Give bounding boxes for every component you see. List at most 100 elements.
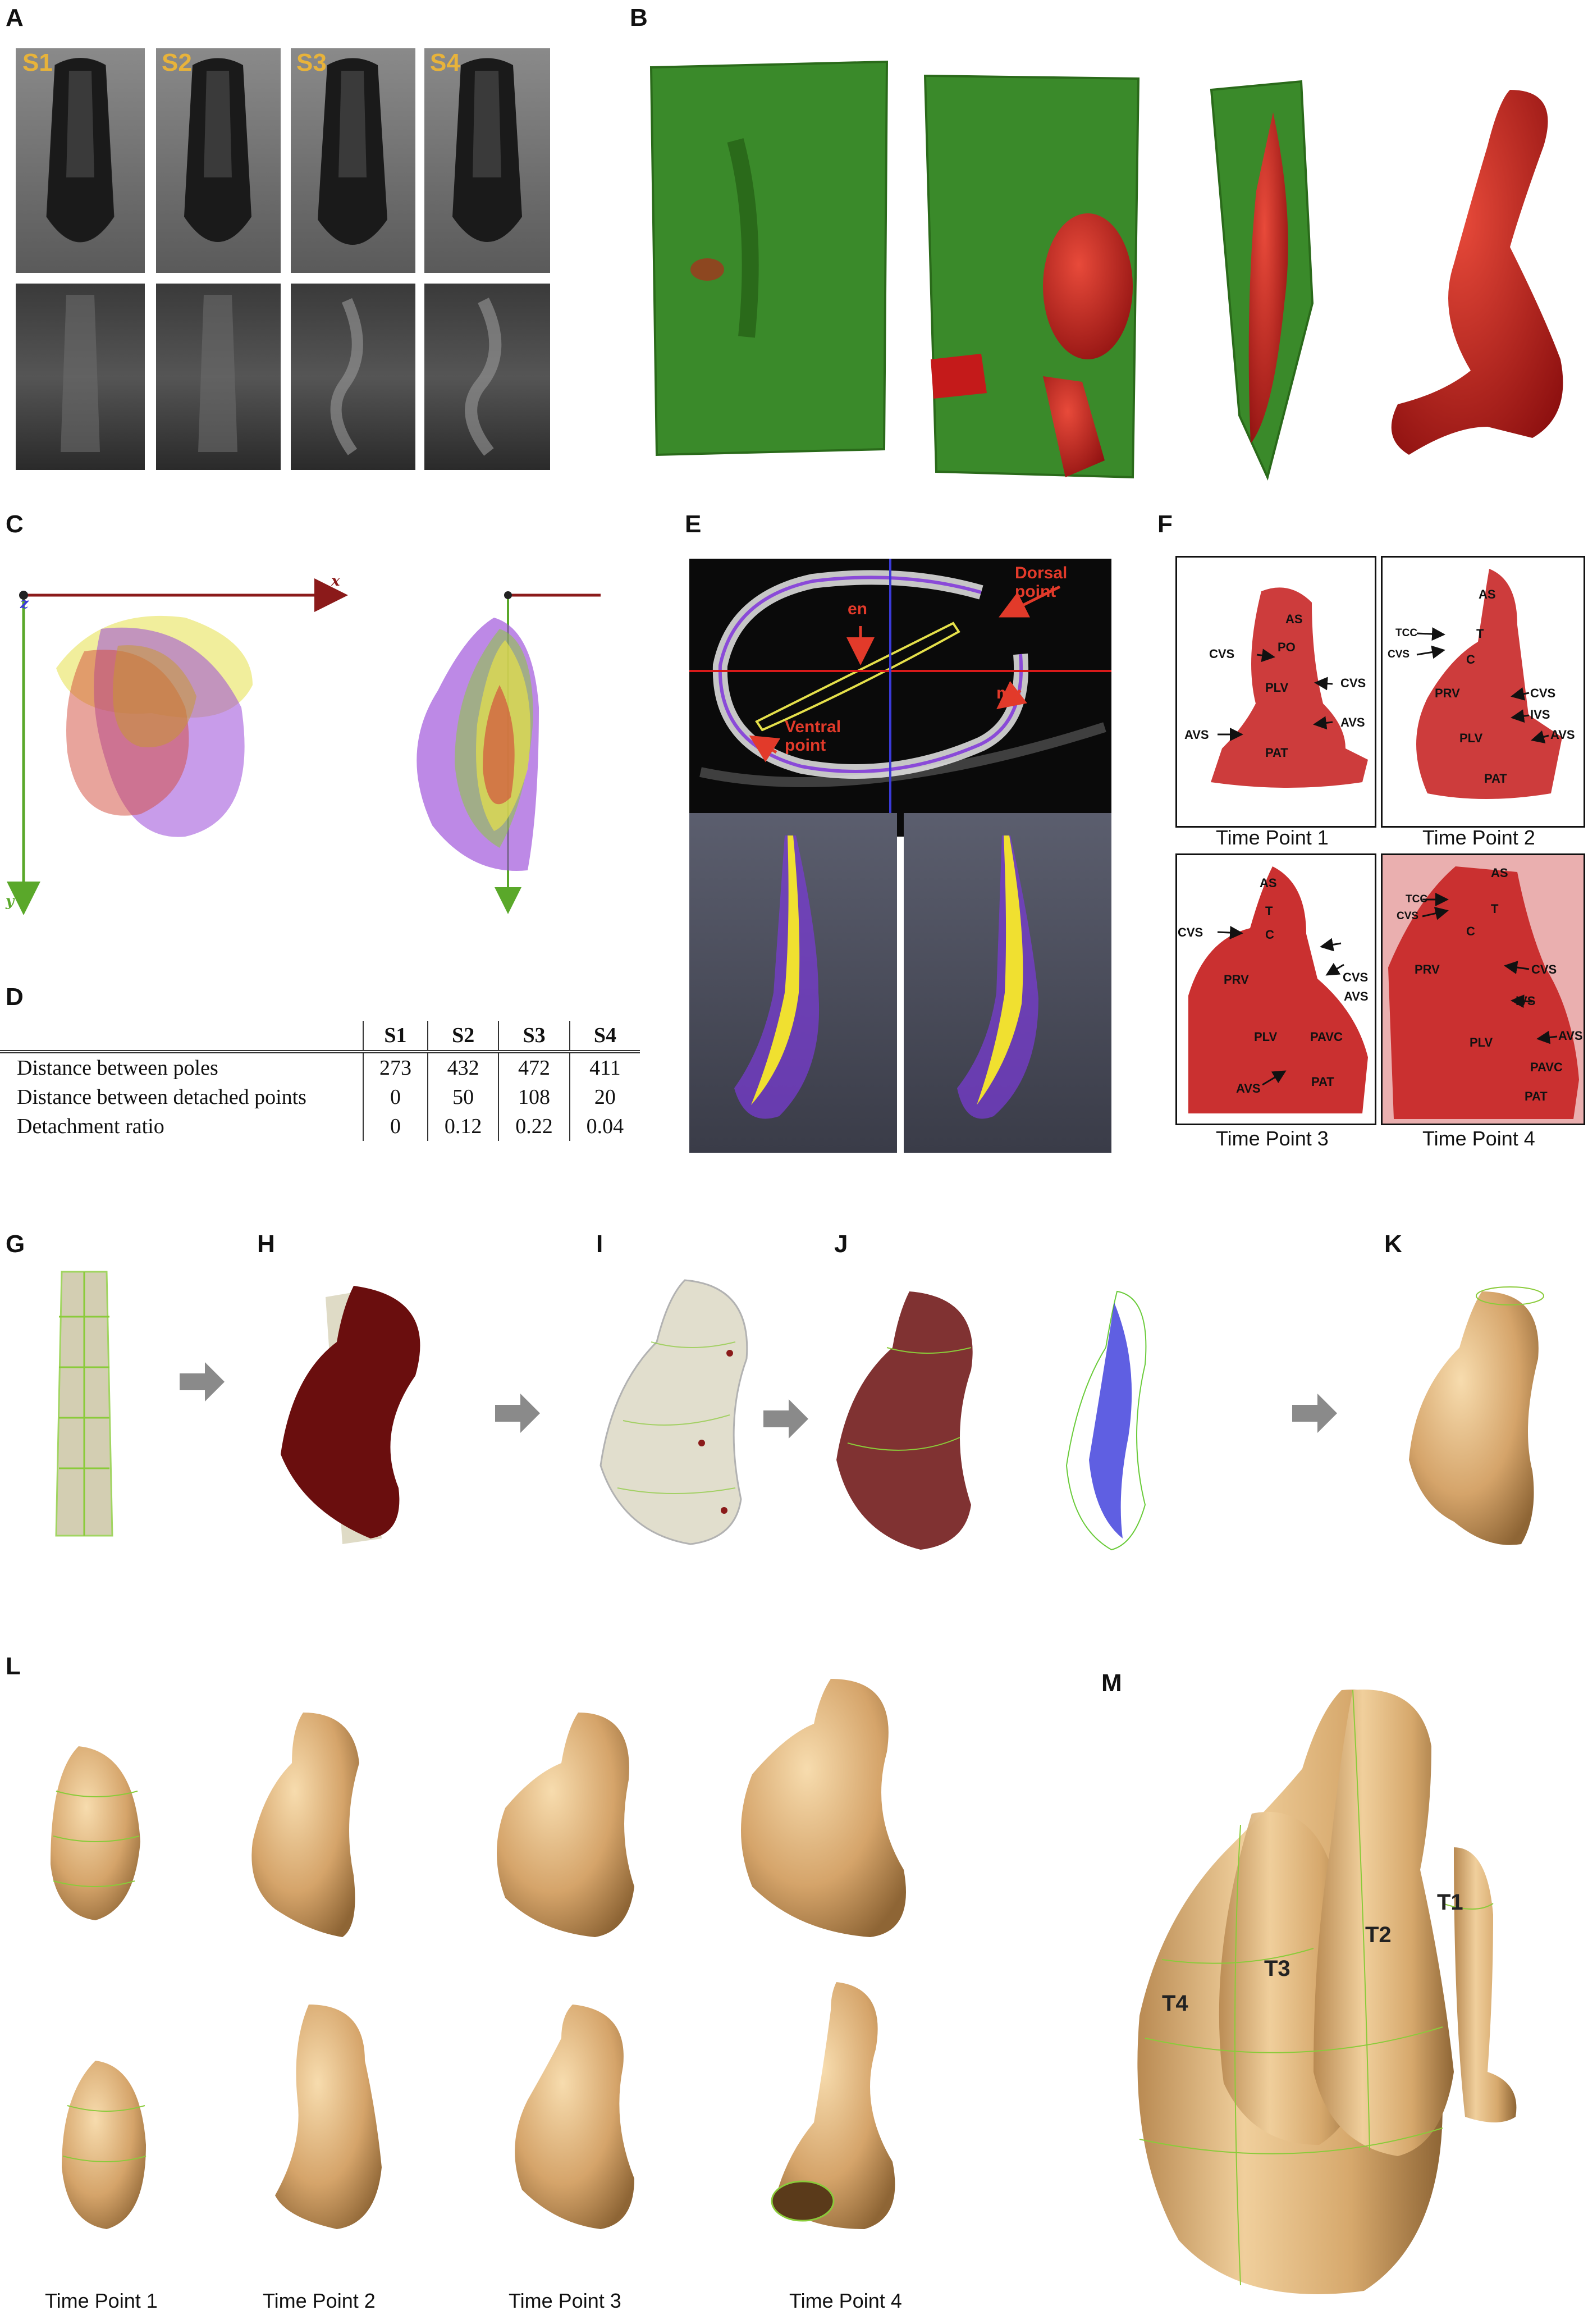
tp2-frame — [1381, 556, 1585, 828]
tp2-label-c: C — [1466, 652, 1475, 666]
column-header: S3 — [498, 1021, 570, 1053]
tube-render-back — [904, 813, 1111, 1153]
tp4-label-ivs: IVS — [1516, 994, 1536, 1008]
label-my: my — [996, 684, 1021, 702]
sem-image-s4 — [424, 48, 550, 273]
model-tp2-front — [251, 1713, 359, 1937]
tp2-label-cvs-right: CVS — [1530, 686, 1556, 700]
tissue-render-2 — [923, 74, 1140, 479]
tp3-label-avs-right: AVS — [1344, 989, 1369, 1003]
stage-label-s1: S1 — [22, 49, 53, 76]
tp1-label-avs-right: AVS — [1340, 715, 1365, 729]
row-label: Distance between detached points — [17, 1085, 306, 1109]
panel-label-m: M — [1101, 1669, 1122, 1697]
table-row: Detachment ratio 0 0.12 0.22 0.04 — [0, 1112, 640, 1141]
model-tp4-back — [771, 1982, 895, 2229]
column-header: S1 — [363, 1021, 428, 1053]
tp4-label-cvs-left: CVS — [1397, 910, 1419, 922]
tp4-label-plv: PLV — [1470, 1035, 1493, 1049]
tp4-label-avs: AVS — [1558, 1029, 1583, 1043]
panel-label-k: K — [1384, 1230, 1402, 1258]
tp3-label-cvs-right: CVS — [1343, 970, 1369, 984]
tp3-label-cvs-left: CVS — [1178, 925, 1203, 939]
arrow-icon-1 — [180, 1362, 225, 1401]
tp1-label-po: PO — [1278, 640, 1296, 654]
panel-label-g: G — [6, 1230, 25, 1258]
panel-label-e: E — [685, 510, 702, 538]
panel-label-j: J — [834, 1230, 848, 1258]
overlay-render-front — [7, 578, 348, 915]
panel-label-h: H — [257, 1230, 275, 1258]
tp2-label-tcc: TCC — [1395, 627, 1418, 639]
table-cell: 0 — [363, 1112, 428, 1141]
table-cell: 273 — [363, 1052, 428, 1083]
label-en: en — [848, 600, 868, 618]
panel-label-d: D — [6, 983, 24, 1011]
tp2-caption: Time Point 2 — [1422, 826, 1535, 849]
fitted-cloud-overlay — [836, 1291, 973, 1550]
tp1-frame — [1175, 556, 1376, 828]
model-tp3-front — [497, 1713, 634, 1937]
panel-f-arrows — [1217, 627, 1558, 1086]
table-cell: 108 — [498, 1083, 570, 1112]
detachment-table: S1 S2 S3 S4 Distance between poles 273 4… — [0, 1021, 640, 1141]
l-caption-tp2: Time Point 2 — [263, 2289, 376, 2312]
tp3-label-pat: PAT — [1311, 1075, 1334, 1089]
tp2-label-t: T — [1476, 627, 1484, 641]
table-cell: 20 — [569, 1083, 640, 1112]
arrow-icon-4 — [1292, 1394, 1337, 1433]
table-cell: 432 — [427, 1052, 499, 1083]
tp1-label-plv: PLV — [1265, 681, 1289, 695]
tp4-frame — [1381, 853, 1585, 1125]
tp3-label-as: AS — [1260, 876, 1277, 890]
heart-render-isolated — [1391, 90, 1563, 455]
model-tp3-back — [515, 2005, 634, 2229]
label-t3: T3 — [1264, 1956, 1290, 1981]
arrow-icon-2 — [495, 1394, 540, 1433]
xray-image-s2 — [156, 284, 281, 470]
label-t2: T2 — [1365, 1923, 1392, 1947]
tp2-label-pat: PAT — [1484, 771, 1507, 786]
sem-image-s1 — [16, 48, 145, 273]
axis-label-y: y — [6, 893, 15, 910]
tp2-label-prv: PRV — [1435, 686, 1460, 700]
tube-render-front — [689, 813, 897, 1153]
arrow-icon-3 — [763, 1399, 808, 1439]
table-cell: 0.22 — [498, 1112, 570, 1141]
column-header: S2 — [427, 1021, 499, 1053]
label-ventral-point: Ventral point — [785, 718, 841, 755]
table-cell: 0.04 — [569, 1112, 640, 1141]
xray-image-s1 — [16, 284, 145, 470]
xray-image-s4 — [424, 284, 550, 470]
initial-lattice — [55, 1271, 113, 1537]
stage-label-s4: S4 — [430, 49, 460, 76]
sem-image-s3 — [291, 48, 415, 273]
panel-label-a: A — [6, 4, 24, 31]
tp2-label-as: AS — [1479, 587, 1496, 601]
axis-label-z: z — [20, 595, 29, 612]
tp3-label-t: T — [1265, 904, 1273, 918]
tp3-caption: Time Point 3 — [1216, 1127, 1329, 1150]
tp2-label-ivs: IVS — [1530, 707, 1550, 722]
panel-label-b: B — [630, 4, 648, 31]
tp1-label-as: AS — [1285, 612, 1303, 626]
stage-label-s2: S2 — [162, 49, 192, 76]
axis-label-x: x — [331, 573, 340, 590]
tp1-label-cvs-left: CVS — [1209, 647, 1235, 661]
sem-image-s2 — [156, 48, 281, 273]
panel-label-i: I — [596, 1230, 603, 1258]
tp4-label-pat: PAT — [1525, 1089, 1548, 1103]
tissue-render-1 — [649, 60, 889, 456]
panel-label-c: C — [6, 510, 24, 538]
tp2-label-avs: AVS — [1550, 728, 1575, 742]
overlay-model-m — [1137, 1690, 1517, 2294]
tp3-label-plv: PLV — [1254, 1030, 1278, 1044]
final-model-k — [1409, 1286, 1544, 1545]
tp2-label-cvs-left: CVS — [1388, 649, 1410, 660]
table-cell: 0.12 — [427, 1112, 499, 1141]
tp4-label-prv: PRV — [1415, 962, 1440, 976]
model-tp1-front — [51, 1746, 140, 1920]
tp1-label-cvs-right: CVS — [1340, 676, 1366, 690]
point-cloud-fit — [281, 1286, 420, 1544]
table-cell: 0 — [363, 1083, 428, 1112]
